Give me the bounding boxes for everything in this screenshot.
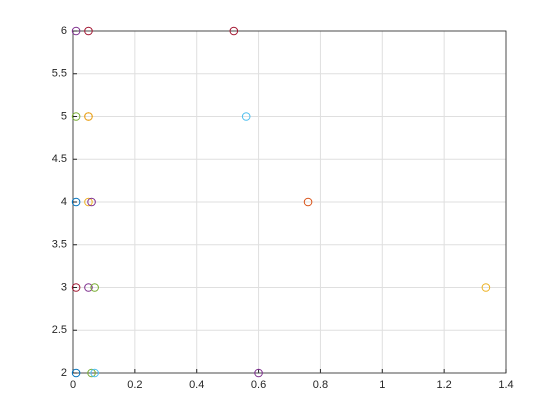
point (71, 197, 81, 207)
point (84, 112, 93, 121)
y-tick-label: 5 (61, 110, 67, 122)
x-tick-label: 0 (70, 379, 76, 391)
point (481, 283, 491, 292)
point (303, 197, 313, 207)
x-tick-label: 0.4 (189, 379, 204, 391)
point (87, 368, 96, 378)
point (84, 26, 93, 36)
y-tick-label: 4.5 (52, 153, 67, 165)
x-tick-label: 0.2 (127, 379, 142, 391)
point (71, 26, 81, 36)
point (229, 26, 239, 36)
y-tick-label: 4 (61, 196, 67, 208)
point (71, 112, 81, 121)
point (71, 283, 81, 292)
x-tick-label: 1.2 (436, 379, 451, 391)
point (84, 197, 93, 207)
y-tick-label: 5.5 (52, 68, 67, 80)
y-tick-label: 2 (61, 367, 67, 379)
axes-box (72, 30, 507, 374)
point (90, 368, 99, 378)
y-tick-label: 2.5 (52, 324, 67, 336)
x-tick-label: 0.6 (251, 379, 266, 391)
point (90, 283, 99, 292)
point (71, 368, 81, 378)
point (84, 283, 93, 292)
point (241, 112, 251, 121)
point (87, 197, 96, 207)
y-tick-label: 3 (61, 281, 67, 293)
x-tick-label: 0.8 (313, 379, 328, 391)
y-tick-label: 6 (61, 25, 67, 37)
point (254, 368, 263, 378)
y-tick-label: 3.5 (52, 239, 67, 251)
x-tick-label: 1 (379, 379, 385, 391)
x-tick-label: 1.4 (498, 379, 513, 391)
